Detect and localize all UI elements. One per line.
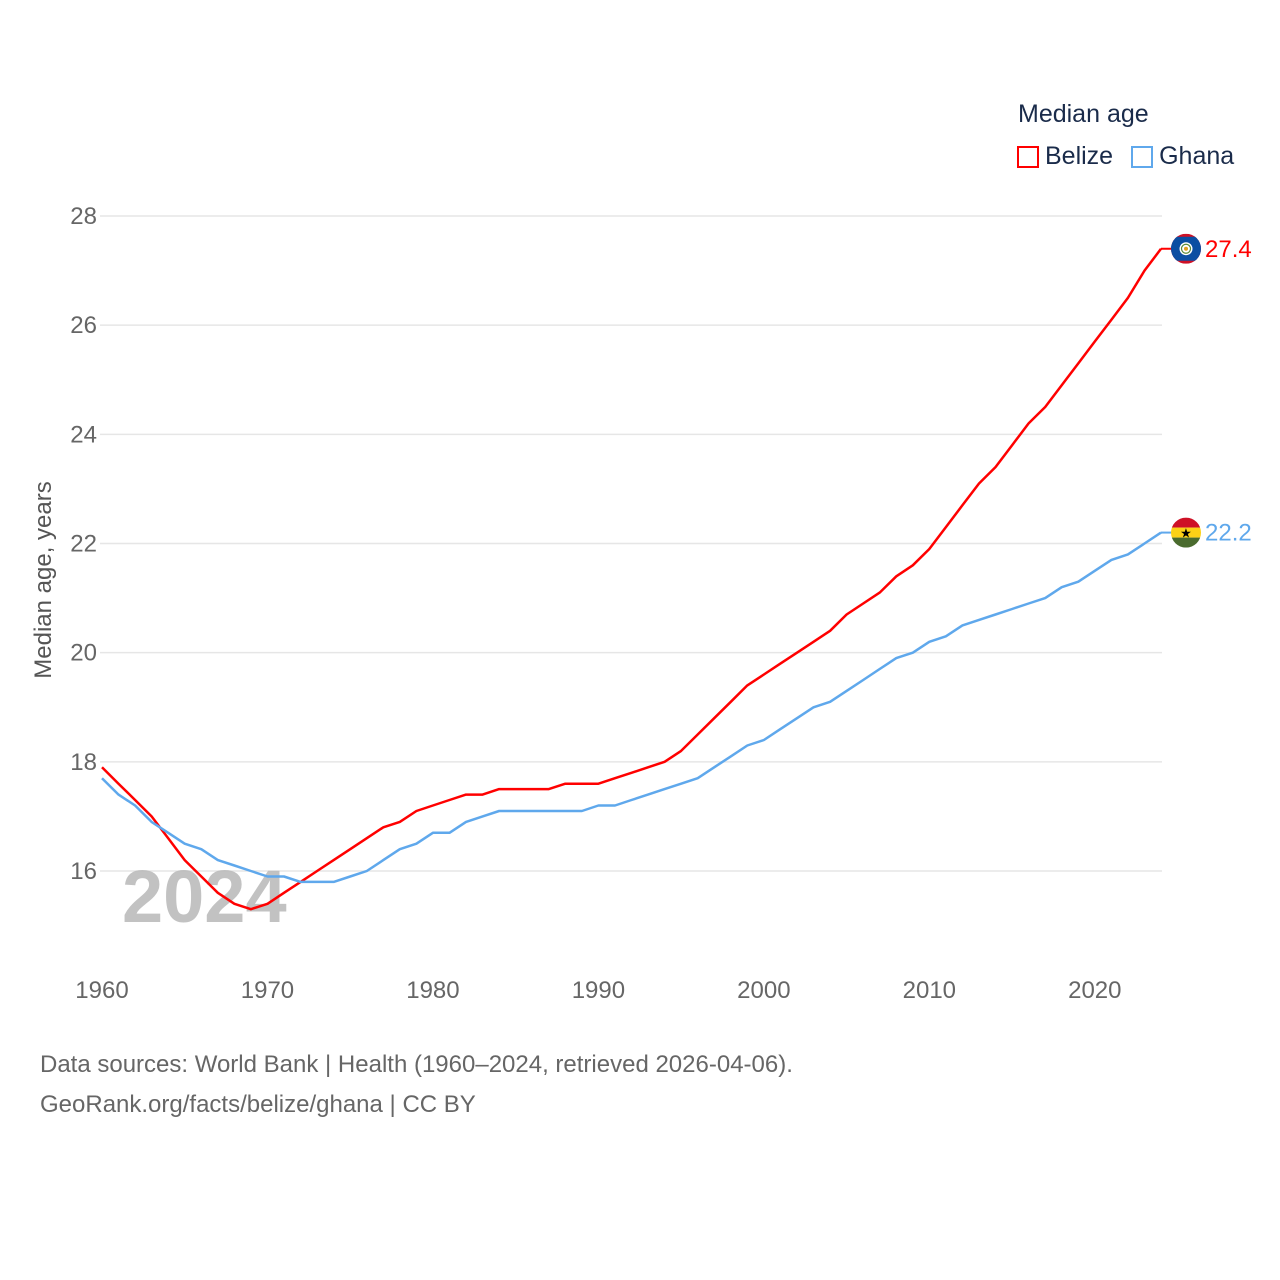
flag-stripe-green (1171, 537, 1201, 548)
x-tick-label: 1980 (406, 977, 459, 1004)
x-tick-label: 2020 (1068, 977, 1121, 1004)
flag-body (1171, 233, 1201, 264)
legend-title: Median age (1018, 100, 1149, 128)
data-sources-text: Data sources: World Bank | Health (1960–… (40, 1051, 793, 1078)
flag-stripe-gold (1171, 527, 1201, 538)
end-labels: 27.4 ★ 22.2 (1161, 233, 1252, 548)
y-tick-label: 20 (70, 640, 97, 667)
flag-shield (1184, 246, 1188, 251)
legend-label-ghana: Ghana (1159, 142, 1235, 170)
gridlines (100, 215, 1162, 872)
attribution-link[interactable]: GeoRank.org/facts/belize/ghana | CC BY (40, 1091, 476, 1118)
y-tick-label: 18 (70, 749, 97, 776)
x-tick-label: 1990 (572, 977, 625, 1004)
x-tick-label: 2000 (737, 977, 790, 1004)
flag-wreath (1180, 243, 1192, 254)
y-tick-label: 24 (70, 421, 97, 448)
legend: Belize Ghana (1017, 142, 1234, 171)
y-tick-label: 16 (70, 858, 97, 885)
legend-label-belize: Belize (1045, 142, 1114, 170)
x-tick-label: 1970 (241, 977, 294, 1004)
series-line-ghana (101, 531, 1162, 884)
end-value-label: 27.4 (1205, 236, 1252, 263)
legend-swatch-belize (1017, 145, 1039, 168)
flag-star: ★ (1180, 526, 1192, 541)
y-tick-label: 26 (70, 312, 97, 339)
x-axis-ticks: 1960 1970 1980 1990 2000 2010 2020 (75, 977, 1121, 1004)
y-tick-label: 28 (70, 203, 97, 230)
legend-swatch-ghana (1131, 145, 1154, 168)
legend-item-ghana[interactable]: Ghana (1131, 142, 1234, 171)
flag-body: ★ (1171, 517, 1201, 548)
x-tick-label: 2010 (903, 977, 956, 1004)
y-axis-ticks: 16 18 20 22 24 26 28 (70, 203, 97, 885)
legend-item-belize[interactable]: Belize (1017, 142, 1113, 171)
x-tick-label: 1960 (75, 977, 128, 1004)
series-lines (101, 248, 1162, 911)
end-value-label: 22.2 (1205, 520, 1252, 547)
flag-stripe-red (1171, 517, 1201, 528)
belize-flag-icon (1171, 233, 1201, 264)
y-tick-label: 22 (70, 531, 97, 558)
ghana-flag-icon: ★ (1171, 517, 1201, 548)
series-line-belize (101, 248, 1162, 911)
year-watermark: 2024 (122, 855, 287, 938)
y-axis-label: Median age, years (30, 481, 57, 678)
footer: Data sources: World Bank | Health (1960–… (40, 1045, 793, 1125)
